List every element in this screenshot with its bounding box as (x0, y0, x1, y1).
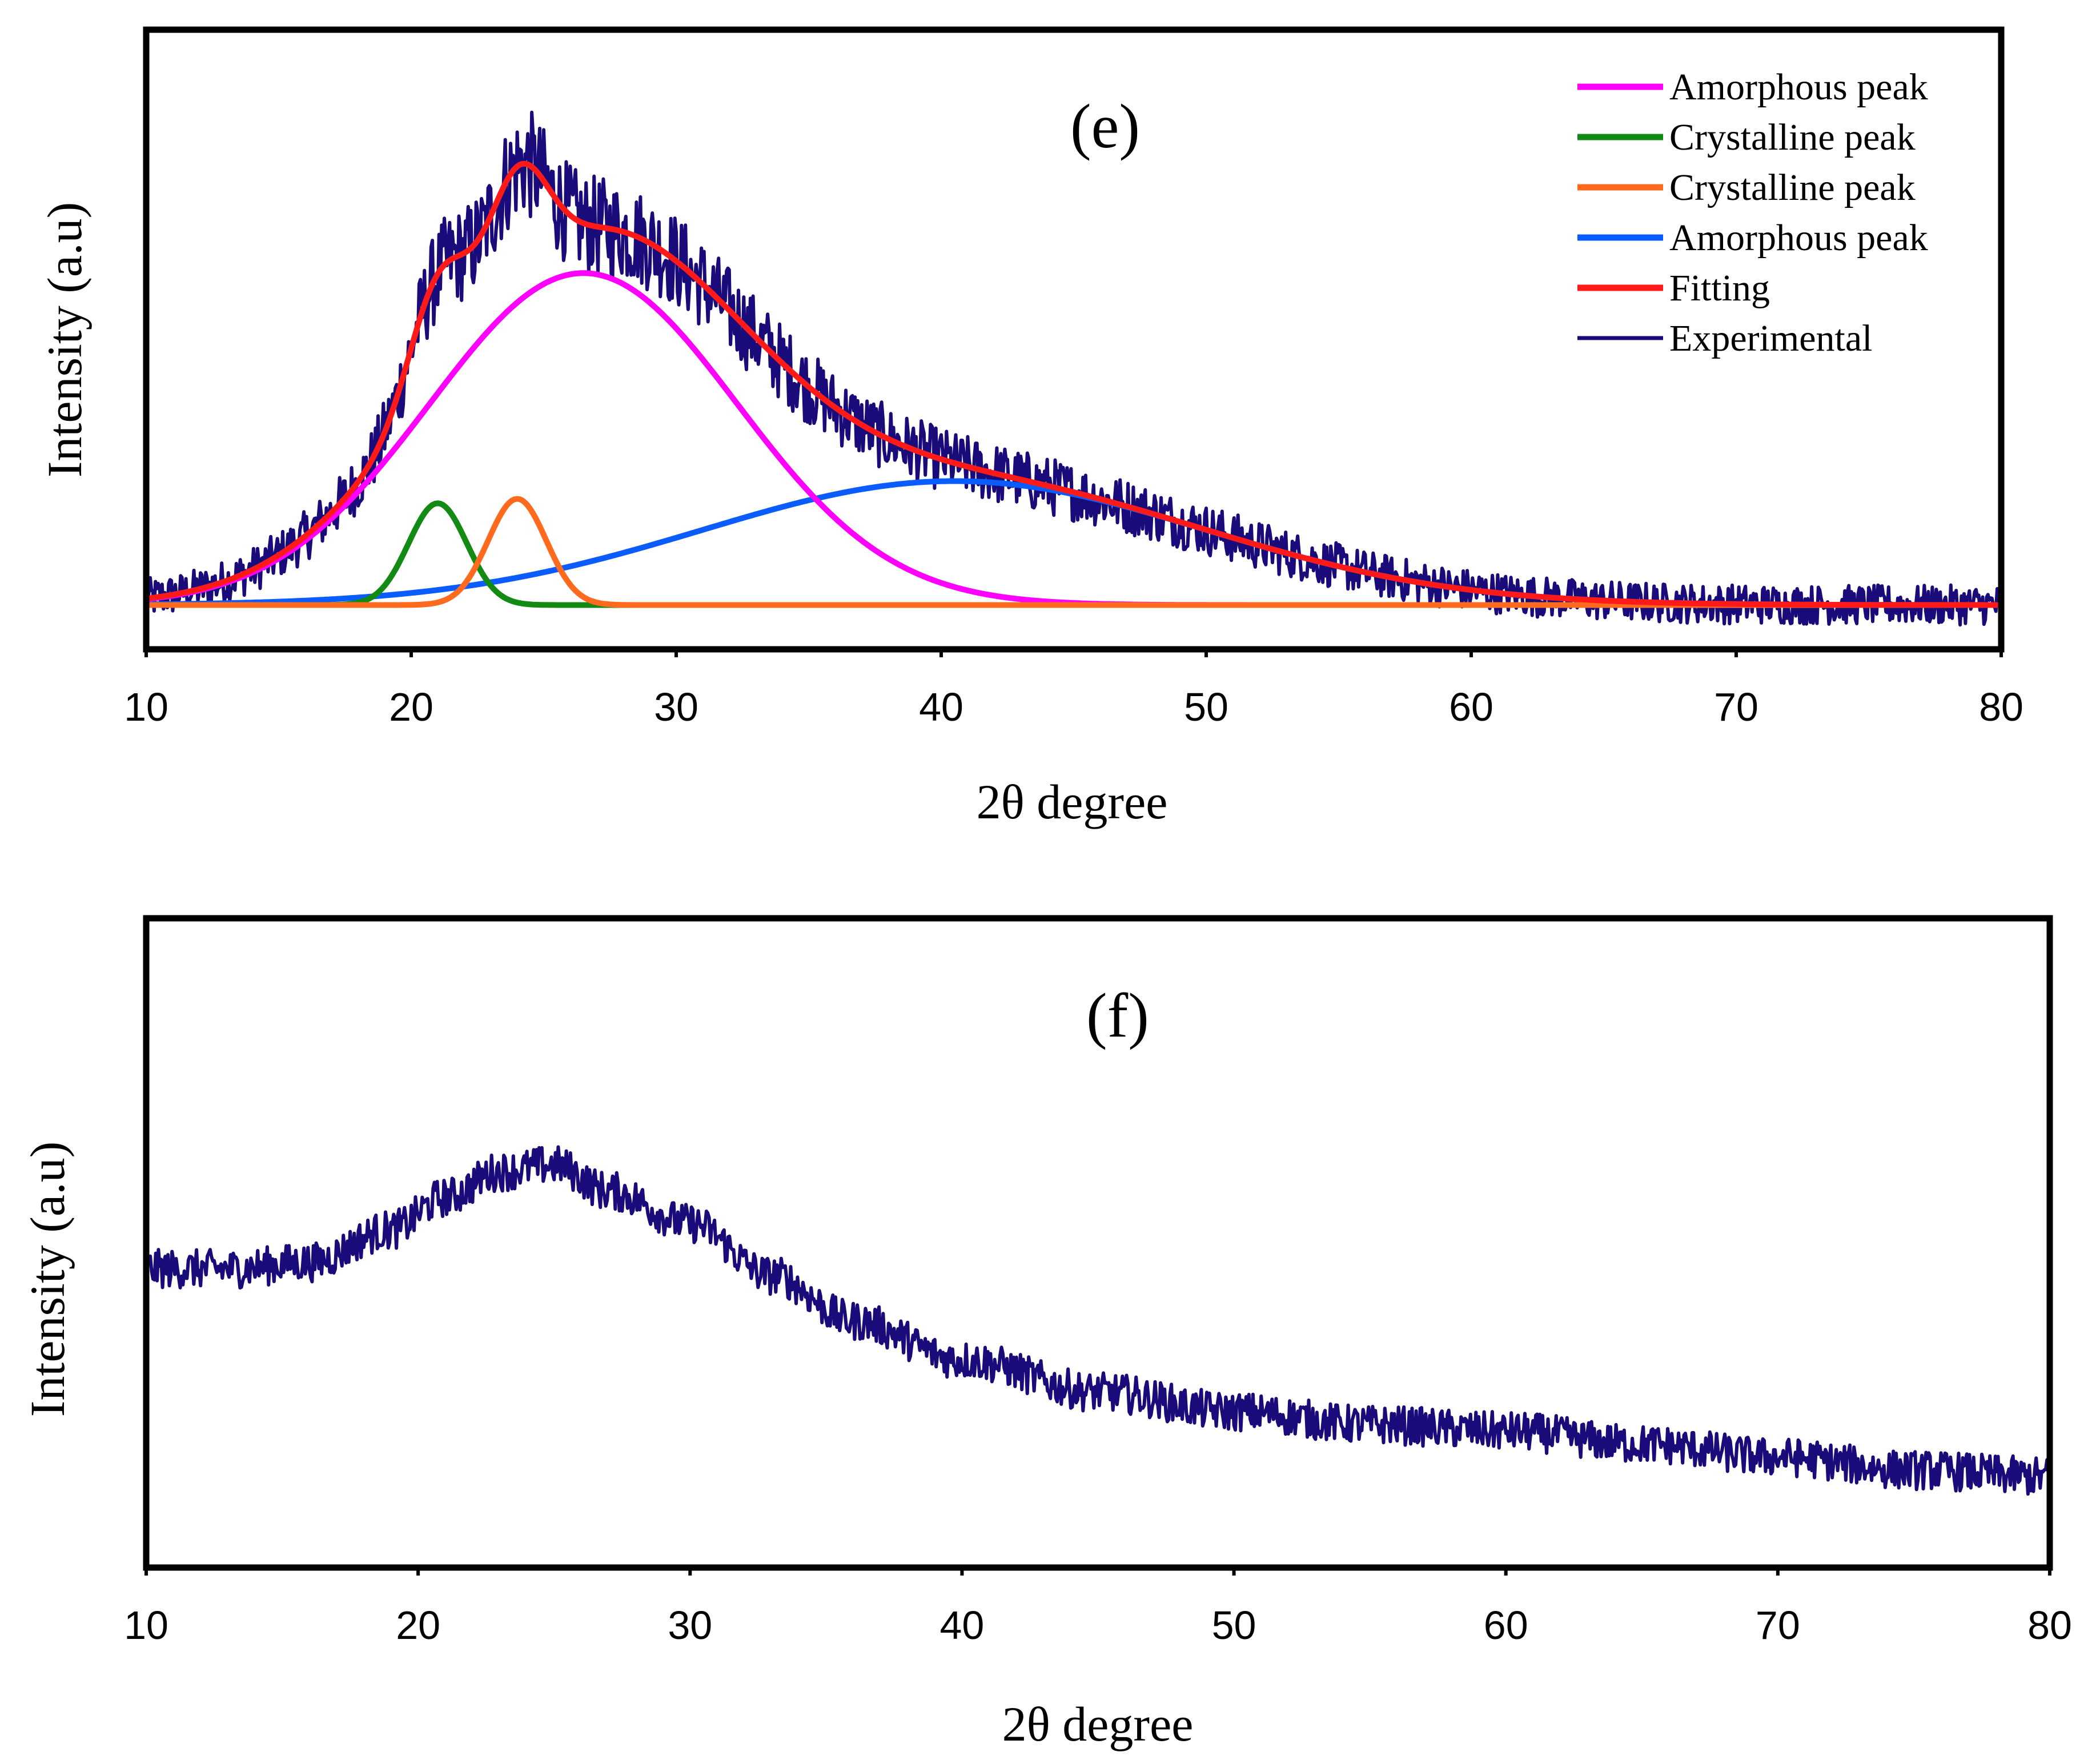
panel-f-x-axis-title: 2θ degree (1002, 1697, 1194, 1751)
panel-f-y-axis-title: Intensity (a.u) (20, 1142, 75, 1417)
panel-e-y-axis-title: Intensity (a.u) (37, 202, 92, 477)
legend-label: Amorphous peak (1669, 66, 1928, 108)
legend-entry-amorphous-peak-1: Amorphous peak (1577, 66, 1928, 108)
legend-label: Crystalline peak (1669, 167, 1916, 208)
legend-entry-amorphous-peak-2: Amorphous peak (1577, 217, 1928, 259)
x-tick-label: 20 (396, 1603, 440, 1648)
x-tick-label: 40 (939, 1603, 984, 1648)
x-tick-label: 60 (1484, 1603, 1528, 1648)
x-tick-label: 10 (124, 1603, 168, 1648)
panel-e-frame (143, 26, 2005, 653)
legend-label: Experimental (1669, 318, 1873, 359)
panel-e-label: (e) (1070, 91, 1140, 161)
x-tick-label: 80 (2027, 1603, 2072, 1648)
x-tick-label: 30 (654, 685, 698, 729)
panel-e-curves (144, 110, 2002, 627)
legend-label: Amorphous peak (1669, 217, 1928, 259)
x-tick-label: 40 (919, 685, 963, 729)
x-tick-label: 70 (1714, 685, 1758, 729)
series-line-fitting (146, 160, 2002, 608)
chart-panel-e: 10 20 30 40 50 60 70 80 (e) Intensity (a.u) 2θ … (37, 26, 2023, 829)
panel-e-legend: Amorphous peak Crystalline peak Crystall… (1577, 66, 1928, 359)
panel-f-x-ticks: 10 20 30 40 50 60 70 80 (124, 1568, 2072, 1648)
x-tick-label: 30 (668, 1603, 712, 1648)
legend-entry-crystalline-peak-1: Crystalline peak (1577, 116, 1916, 158)
x-tick-label: 80 (1979, 685, 2023, 729)
legend-entry-experimental: Experimental (1577, 318, 1873, 359)
x-tick-label: 70 (1756, 1603, 1800, 1648)
x-tick-label: 50 (1212, 1603, 1256, 1648)
series-line-experimental (144, 110, 2002, 627)
x-tick-label: 60 (1449, 685, 1493, 729)
chart-panel-f: 10 20 30 40 50 60 70 80 (f) Intensity (a.u) 2θ … (20, 915, 2072, 1751)
legend-label: Fitting (1669, 267, 1770, 309)
legend-entry-crystalline-peak-2: Crystalline peak (1577, 167, 1916, 208)
legend-entry-fitting: Fitting (1577, 267, 1770, 309)
panel-e-x-ticks: 10 20 30 40 50 60 70 80 (124, 649, 2023, 729)
legend-label: Crystalline peak (1669, 116, 1916, 158)
x-tick-label: 50 (1184, 685, 1228, 729)
x-tick-label: 20 (389, 685, 433, 729)
panel-f-label: (f) (1086, 981, 1149, 1050)
panel-f-frame (143, 915, 2053, 1571)
x-tick-label: 10 (124, 685, 168, 729)
panel-e-x-axis-title: 2θ degree (977, 774, 1168, 829)
series-line-experimental (144, 1145, 2051, 1496)
panel-f-curves (144, 1145, 2051, 1496)
